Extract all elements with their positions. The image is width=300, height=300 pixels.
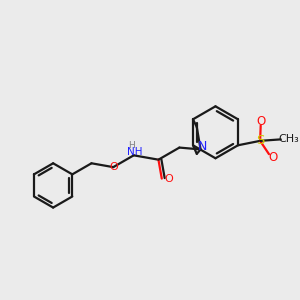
Text: O: O — [269, 151, 278, 164]
Text: NH: NH — [127, 147, 142, 157]
Text: S: S — [256, 134, 264, 147]
Text: N: N — [198, 140, 208, 153]
Text: O: O — [256, 115, 265, 128]
Text: O: O — [109, 162, 118, 172]
Text: CH₃: CH₃ — [279, 134, 299, 144]
Text: O: O — [164, 174, 172, 184]
Text: H: H — [128, 141, 135, 150]
